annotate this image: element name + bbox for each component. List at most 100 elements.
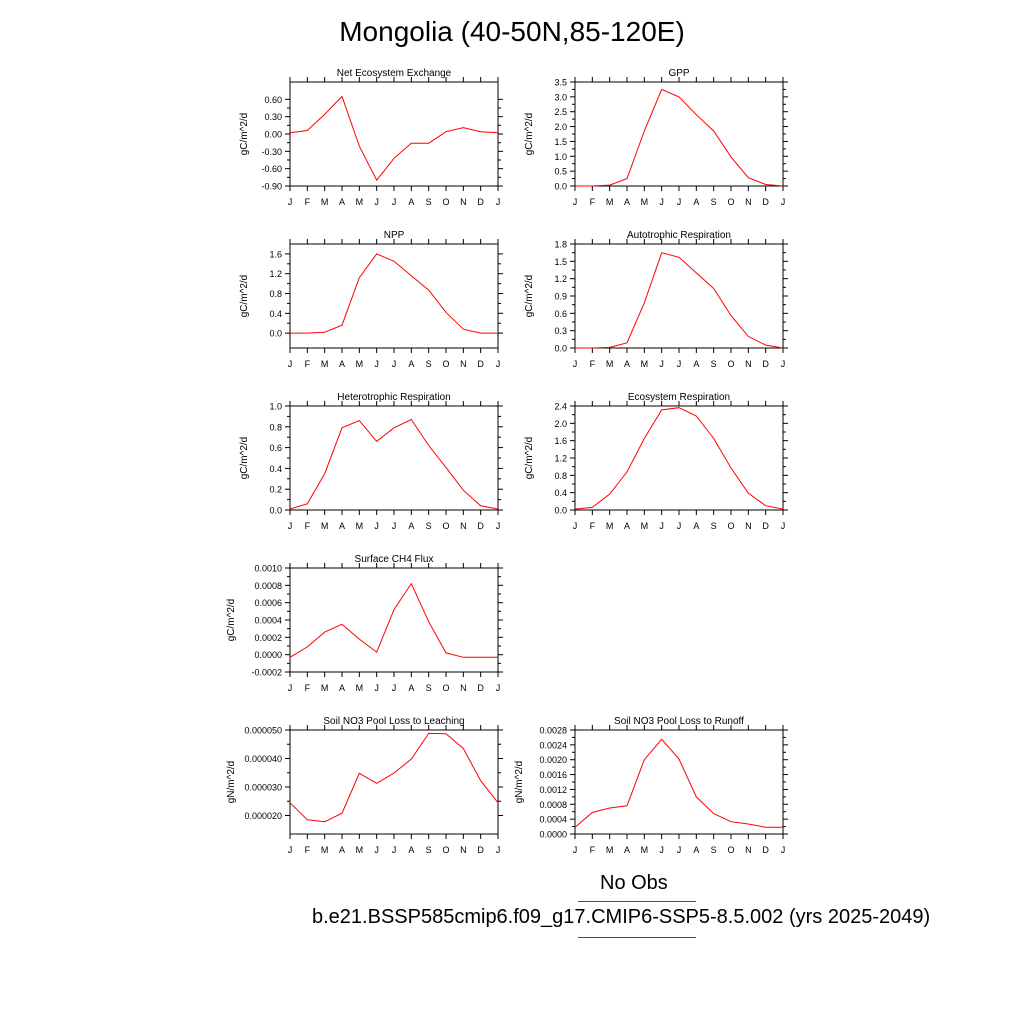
panel-title: Autotrophic Respiration xyxy=(627,230,731,241)
x-tick-label: N xyxy=(460,683,467,693)
y-tick-label: 1.2 xyxy=(269,269,282,279)
x-tick-label: D xyxy=(477,521,484,531)
x-tick-label: A xyxy=(339,359,345,369)
y-tick-label: 0.0 xyxy=(554,182,567,192)
x-tick-label: D xyxy=(762,359,769,369)
y-tick-label: 0.8 xyxy=(269,422,282,432)
x-tick-label: A xyxy=(339,683,345,693)
figure-title: Mongolia (40-50N,85-120E) xyxy=(339,16,685,47)
panel-title: GPP xyxy=(668,68,689,79)
y-tick-label: 0.0 xyxy=(269,506,282,516)
y-tick-label: 2.5 xyxy=(554,107,567,117)
legend-model-label: b.e21.BSSP585cmip6.f09_g17.CMIP6-SSP5-8.… xyxy=(312,906,931,928)
y-tick-label: 0.0 xyxy=(554,344,567,354)
series-line xyxy=(575,252,784,349)
series-line xyxy=(289,418,499,510)
x-tick-label: A xyxy=(408,197,414,207)
x-tick-label: M xyxy=(606,845,614,855)
x-tick-label: J xyxy=(496,521,501,531)
y-tick-label: 0.8 xyxy=(554,471,567,481)
x-tick-label: O xyxy=(442,359,449,369)
y-tick-label: 1.0 xyxy=(269,402,282,412)
plot-frame xyxy=(574,729,784,835)
x-tick-label: S xyxy=(711,845,717,855)
y-tick-label: 0.4 xyxy=(269,464,282,474)
x-tick-label: A xyxy=(339,845,345,855)
y-tick-label: 1.0 xyxy=(554,152,567,162)
series-line xyxy=(289,732,499,823)
x-tick-label: A xyxy=(339,521,345,531)
panel-title: Soil NO3 Pool Loss to Runoff xyxy=(614,716,744,727)
y-tick-label: 0.0020 xyxy=(539,755,567,765)
y-tick-label: 0.0002 xyxy=(254,633,282,643)
x-tick-label: M xyxy=(321,521,329,531)
x-tick-label: A xyxy=(693,845,699,855)
x-tick-label: M xyxy=(641,359,649,369)
x-tick-label: J xyxy=(781,845,786,855)
y-tick-label: 0.8 xyxy=(269,289,282,299)
x-tick-label: A xyxy=(408,359,414,369)
x-tick-label: A xyxy=(624,521,630,531)
x-tick-label: J xyxy=(496,683,501,693)
x-tick-label: J xyxy=(573,197,578,207)
x-tick-label: S xyxy=(711,359,717,369)
x-tick-label: O xyxy=(442,521,449,531)
x-tick-label: A xyxy=(624,197,630,207)
y-tick-label: 0.4 xyxy=(269,309,282,319)
y-tick-label: -0.30 xyxy=(261,147,282,157)
x-tick-label: J xyxy=(781,359,786,369)
x-tick-label: J xyxy=(573,359,578,369)
x-tick-label: M xyxy=(356,359,364,369)
x-tick-label: N xyxy=(460,521,467,531)
y-axis-label: gN/m^2/d xyxy=(514,761,525,804)
y-tick-label: 0.0024 xyxy=(539,740,567,750)
x-tick-label: A xyxy=(693,521,699,531)
panel-title: Heterotrophic Respiration xyxy=(337,392,450,403)
x-tick-label: A xyxy=(624,359,630,369)
x-tick-label: N xyxy=(460,197,467,207)
x-tick-label: J xyxy=(659,197,664,207)
x-tick-label: J xyxy=(288,845,293,855)
x-tick-label: J xyxy=(496,359,501,369)
x-tick-label: J xyxy=(781,197,786,207)
x-tick-label: J xyxy=(392,845,397,855)
y-tick-label: 0.000020 xyxy=(244,811,282,821)
y-tick-label: 0.9 xyxy=(554,292,567,302)
x-tick-label: F xyxy=(590,197,596,207)
x-tick-label: M xyxy=(321,359,329,369)
plot-frame xyxy=(289,567,499,673)
panel-title: Net Ecosystem Exchange xyxy=(337,68,452,79)
x-tick-label: S xyxy=(426,359,432,369)
y-tick-label: 0.000050 xyxy=(244,726,282,736)
x-tick-label: M xyxy=(606,197,614,207)
x-tick-label: M xyxy=(641,521,649,531)
x-tick-label: M xyxy=(356,197,364,207)
x-tick-label: O xyxy=(442,845,449,855)
x-tick-label: F xyxy=(590,521,596,531)
y-tick-label: 0.0 xyxy=(554,506,567,516)
plot-frame xyxy=(289,81,499,187)
legend-model-line xyxy=(578,937,696,938)
x-tick-label: J xyxy=(288,359,293,369)
y-tick-label: 1.2 xyxy=(554,454,567,464)
y-tick-label: 1.6 xyxy=(554,436,567,446)
x-tick-label: M xyxy=(321,683,329,693)
y-tick-label: 0.0000 xyxy=(254,650,282,660)
x-tick-label: J xyxy=(659,845,664,855)
panel-title: NPP xyxy=(384,230,405,241)
y-tick-label: 1.2 xyxy=(554,274,567,284)
x-tick-label: J xyxy=(573,521,578,531)
x-tick-label: M xyxy=(356,845,364,855)
y-tick-label: 2.0 xyxy=(554,122,567,132)
x-tick-label: J xyxy=(392,359,397,369)
x-tick-label: J xyxy=(496,845,501,855)
x-tick-label: M xyxy=(641,197,649,207)
y-tick-label: -0.90 xyxy=(261,182,282,192)
y-tick-label: 3.5 xyxy=(554,78,567,88)
y-axis-label: gC/m^2/d xyxy=(524,437,535,480)
x-tick-label: N xyxy=(745,845,752,855)
